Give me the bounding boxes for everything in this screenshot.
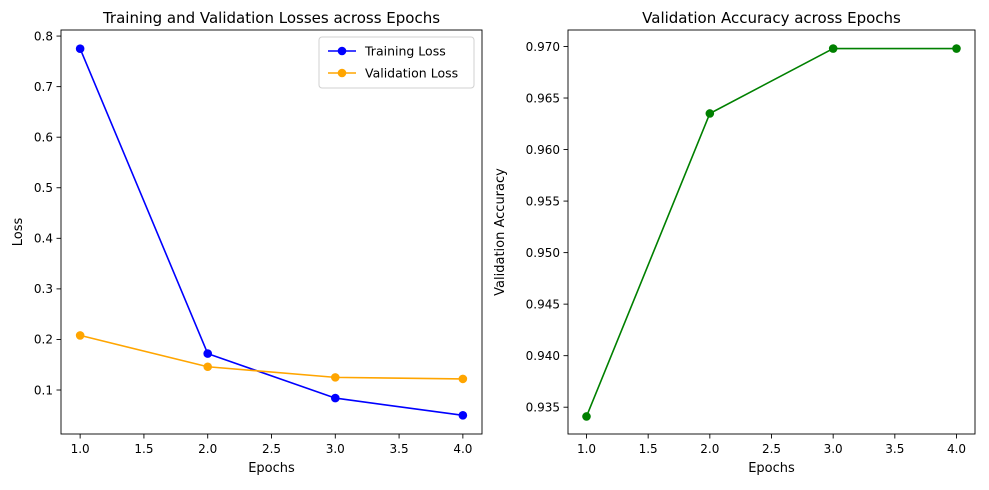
x-tick-label: 2.5 xyxy=(762,442,781,456)
x-axis-label: Epochs xyxy=(748,461,795,476)
y-tick-label: 0.6 xyxy=(34,130,53,144)
chart-title: Training and Validation Losses across Ep… xyxy=(102,9,440,27)
y-tick-label: 0.4 xyxy=(34,232,53,246)
y-tick-label: 0.5 xyxy=(34,181,53,195)
y-tick-label: 0.2 xyxy=(34,333,53,347)
y-tick-label: 0.955 xyxy=(526,194,560,208)
y-tick-label: 0.3 xyxy=(34,282,53,296)
axes-frame xyxy=(60,29,483,435)
legend-marker-1 xyxy=(337,68,347,78)
y-tick-label: 0.1 xyxy=(34,383,53,397)
data-point-0-2 xyxy=(330,393,340,403)
x-tick-label: 2.5 xyxy=(262,442,281,456)
y-tick-label: 0.965 xyxy=(526,91,560,105)
y-tick-label: 0.8 xyxy=(34,29,53,43)
data-point-0-3 xyxy=(458,410,468,420)
data-point-1-1 xyxy=(203,362,213,372)
x-tick-label: 3.5 xyxy=(885,442,904,456)
data-point-1-0 xyxy=(75,331,85,340)
chart-title: Validation Accuracy across Epochs xyxy=(642,9,901,27)
y-tick-label: 0.950 xyxy=(526,246,560,260)
y-axis-label: Loss xyxy=(11,218,26,247)
legend-marker-0 xyxy=(337,46,347,56)
legend-box xyxy=(318,36,475,89)
data-point-0-3 xyxy=(952,44,961,53)
x-tick-label: 2.0 xyxy=(700,442,719,456)
x-tick-label: 3.5 xyxy=(390,442,409,456)
x-tick-label: 1.5 xyxy=(134,442,153,456)
x-tick-label: 4.0 xyxy=(947,442,966,456)
x-tick-label: 1.0 xyxy=(71,442,90,456)
data-point-0-0 xyxy=(75,44,85,54)
y-tick-label: 0.7 xyxy=(34,80,53,94)
x-tick-label: 3.0 xyxy=(824,442,843,456)
y-tick-label: 0.935 xyxy=(526,401,560,415)
y-tick-label: 0.945 xyxy=(526,297,560,311)
legend-label-0: Training Loss xyxy=(364,44,446,59)
y-tick-label: 0.960 xyxy=(526,143,560,157)
legend-label-1: Validation Loss xyxy=(365,66,458,81)
data-point-0-0 xyxy=(582,412,591,421)
data-point-1-3 xyxy=(458,374,468,384)
x-axis-label: Epochs xyxy=(248,461,295,476)
data-point-1-2 xyxy=(330,373,340,382)
x-tick-label: 1.0 xyxy=(577,442,596,456)
y-axis-label: Validation Accuracy xyxy=(493,168,508,296)
accuracy-chart: 1.0 1.5 2.0 2.5 3.0 3.5 4.0 0.935 0.940 0.945 0.95… xyxy=(493,9,976,476)
x-tick-label: 2.0 xyxy=(198,442,217,456)
y-tick-label: 0.940 xyxy=(526,349,560,363)
data-point-0-1 xyxy=(705,109,715,118)
legend: Training Loss Validation Loss xyxy=(318,36,475,89)
x-tick-label: 4.0 xyxy=(453,442,472,456)
series-line-1 xyxy=(79,334,464,380)
series-line-0 xyxy=(79,47,464,417)
x-tick-label: 3.0 xyxy=(326,442,345,456)
series-line-0 xyxy=(585,47,958,418)
axes-frame xyxy=(567,29,976,435)
loss-chart: 1.0 1.5 2.0 2.5 3.0 3.5 4.0 0.1 0.2 0.3 0.4 0.5 0.6 0… xyxy=(11,9,483,476)
y-tick-label: 0.970 xyxy=(526,40,560,54)
x-tick-label: 1.5 xyxy=(639,442,658,456)
data-point-0-1 xyxy=(203,349,213,358)
data-point-0-2 xyxy=(828,44,838,53)
